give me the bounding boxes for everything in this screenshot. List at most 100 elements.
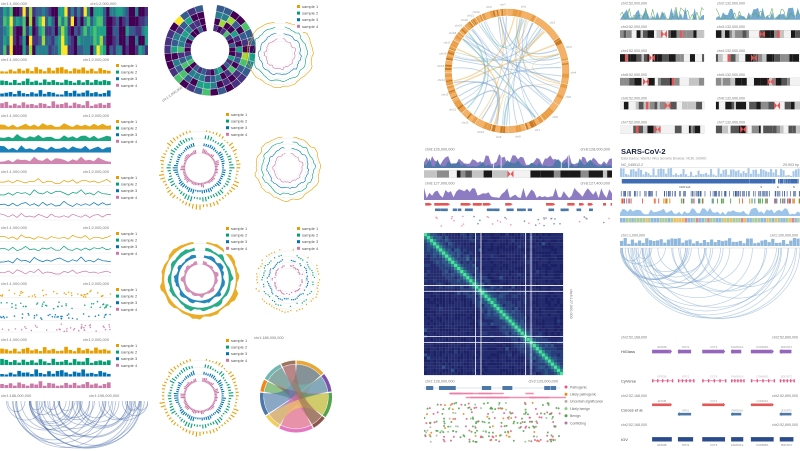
- legend-label: sample 1: [302, 226, 319, 231]
- legend-swatch: [564, 421, 568, 425]
- gene-name: FAM161A: [731, 375, 743, 379]
- gene-name: EFR3B: [657, 345, 666, 349]
- legend-swatch: [226, 345, 229, 349]
- legend-label: sample 4: [231, 358, 248, 363]
- legend-swatch: [226, 227, 229, 230]
- legend-label: sample 1: [231, 338, 248, 343]
- coord-label-right: chr8:127,000,000: [569, 289, 573, 319]
- panel-hic-matrix: chr8:127,000,000: [424, 232, 574, 376]
- gene-name: B3GNT2: [781, 443, 792, 447]
- gene-box: [784, 179, 786, 184]
- legend-label: sample 4: [121, 307, 138, 312]
- gene-box: [787, 179, 790, 184]
- legend-box: [224, 112, 258, 140]
- gene-box: [773, 179, 776, 184]
- axis-right-label: 29,903 bp: [783, 163, 799, 167]
- panel-circular-point-tracks: sample 1 sample 2 sample 3 sample 4: [250, 222, 330, 332]
- legend-label: Benign: [570, 414, 581, 418]
- gene-label: N: [793, 185, 795, 189]
- legend-label: sample 2: [121, 294, 138, 299]
- legend-label: sample 1: [121, 119, 138, 124]
- gene-model: [450, 386, 456, 390]
- legend-label: sample 1: [231, 226, 248, 231]
- gene-box: [790, 179, 798, 184]
- legend-swatch: [297, 24, 300, 28]
- legend-label: sample 3: [302, 239, 319, 244]
- panel-circular-line-tracks: sample 1 sample 2 sample 3 sample 4: [238, 0, 330, 104]
- coord-label-right: chr2:52,890,000: [772, 394, 798, 398]
- legend-swatch: [116, 77, 119, 81]
- panel-clinvar-lollipop: chr2:128,000,000 chr2:129,000,000 Pathogen…: [424, 378, 612, 451]
- coord-label-right: chr1:2,000,000: [83, 169, 110, 174]
- legend-label: sample 2: [231, 119, 248, 124]
- linear-point-tracks-chart: chr1:1,000,000 chr1:2,000,000 sample 1 samp…: [0, 281, 148, 333]
- legend-box: [224, 226, 258, 254]
- legend-box: [114, 63, 148, 91]
- coord-label: chr1:186,000,000: [254, 336, 284, 340]
- gene-name: COMMD1: [757, 399, 769, 403]
- coord-label: chr2:132,000,000: [717, 1, 745, 5]
- coord-label-right: chr1:2,000,000: [83, 113, 110, 118]
- linear-arcs-chart: chr1:186,000,000 chr1:196,000,000: [1, 393, 148, 449]
- legend-label: sample 4: [121, 83, 138, 88]
- legend-label: sample 2: [121, 238, 138, 243]
- arc-links-chart: chr1:1,000,000 chr1:100,000,000: [620, 234, 800, 319]
- legend-label: sample 3: [121, 76, 138, 81]
- coord-label-left: chr1:1,000,000: [1, 113, 28, 118]
- panel-circular-heatmap: chr1:1,000,000: [157, 0, 263, 106]
- coord-label-left: chr1:1,000,000: [621, 234, 645, 238]
- gene-name: B3GNT2: [781, 375, 792, 379]
- legend-label: sample 4: [231, 246, 248, 251]
- gene-box: [779, 179, 784, 184]
- coord-label: chr4:52,000,000: [621, 49, 647, 53]
- coord-label-left: chr1:186,000,000: [1, 393, 32, 398]
- coord-label: chr5:52,000,000: [621, 73, 647, 77]
- chromosome-label: chr16: [439, 51, 446, 55]
- gene-name: FAM161A: [732, 409, 744, 413]
- coord-label-left: chr2:52,168,000: [621, 335, 647, 339]
- chromosome-label: chr1: [521, 5, 527, 9]
- legend-box: [224, 338, 258, 366]
- legend-swatch: [226, 246, 229, 250]
- coord-label-left: chr2:52,168,000: [621, 394, 647, 398]
- chromosome-label: chr13: [441, 93, 448, 97]
- legend-swatch: [116, 363, 119, 367]
- coord-label-right: chr1:2,000,000: [83, 281, 110, 286]
- legend-label: sample 2: [302, 233, 319, 238]
- legend-label: sample 3: [121, 356, 138, 361]
- gene-name: XPO1: [682, 443, 690, 447]
- chromosome-label: chr14: [438, 78, 445, 82]
- chromosome-label: chr5: [565, 95, 571, 99]
- coord-label-right: chr1:2,000,000: [83, 337, 110, 342]
- ideogram-grid-chart: chr2:52,000,000 chr2:132,000,000 chr3:52,0…: [620, 1, 800, 134]
- coord-label-right: chr1:2,000,000: [83, 57, 110, 62]
- chord-diagram-chart: chr1:186,000,000: [254, 336, 332, 433]
- gene-name: CCT4: [710, 375, 718, 379]
- legend-swatch: [116, 139, 119, 143]
- legend-label: sample 1: [231, 112, 248, 117]
- coord-label: chr3:132,000,000: [717, 25, 745, 29]
- chromosome-label: chrX: [486, 5, 492, 9]
- gene-box: [797, 179, 799, 184]
- legend-box: [114, 231, 148, 259]
- chromosome-label: chr12: [449, 107, 456, 111]
- legend-box: [114, 343, 148, 371]
- gene-name: FAM161A: [731, 443, 743, 447]
- chromosome-label: chr22: [473, 10, 480, 14]
- legend-label: Conflicting: [570, 421, 586, 425]
- legend-swatch: [564, 407, 568, 411]
- legend-swatch: [116, 357, 119, 361]
- legend-swatch: [116, 251, 119, 255]
- gene-name: XPO1: [682, 375, 690, 379]
- coord-label: chr4:132,000,000: [717, 49, 745, 53]
- panel-sars-cov-2: SARS-CoV-2 Data Source: WashU Virus Genom…: [620, 146, 800, 230]
- linear-area-tracks-chart: chr1:1,000,000 chr1:2,000,000 sample 1 samp…: [0, 113, 148, 165]
- legend-label: sample 3: [121, 188, 138, 193]
- legend-swatch: [116, 350, 119, 354]
- coord-label: chr5:132,000,000: [717, 73, 745, 77]
- coord-label-left: chr2:128,000,000: [425, 380, 455, 384]
- legend-label: sample 4: [121, 251, 138, 256]
